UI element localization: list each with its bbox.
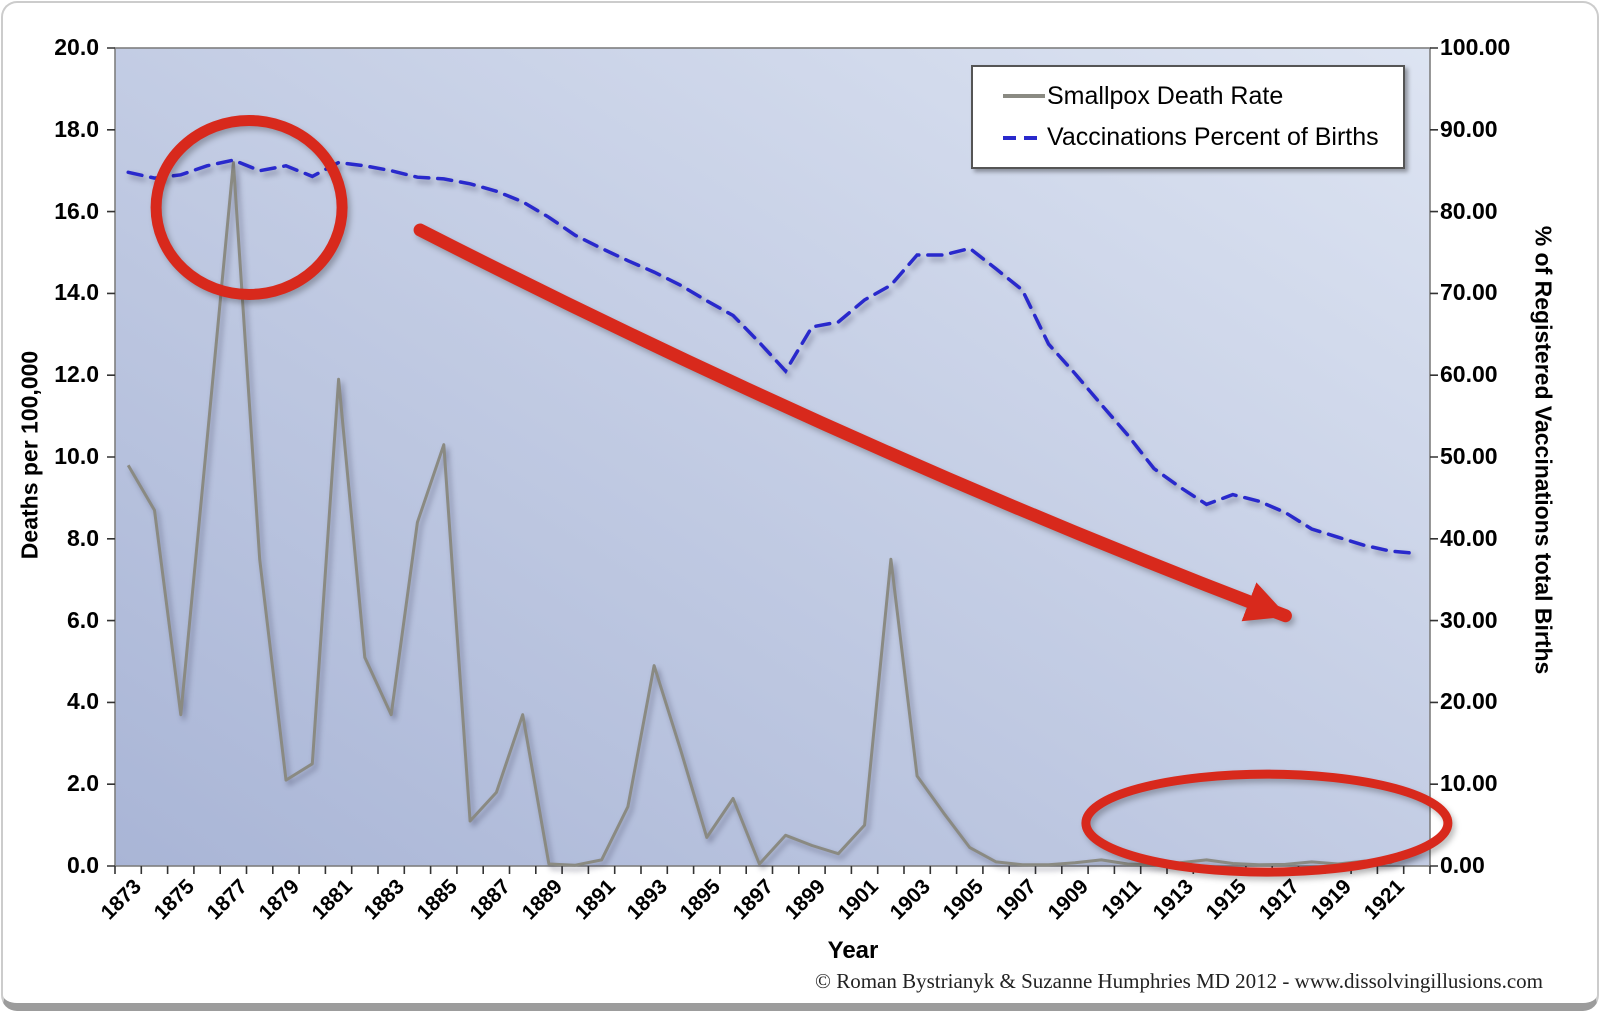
x-axis-tick-label: 1899 <box>780 875 831 925</box>
left-axis-tick-label: 4.0 <box>67 688 99 715</box>
x-axis-tick-label: 1893 <box>623 875 673 925</box>
x-axis-tick-label: 1873 <box>97 875 147 925</box>
right-axis-tick-label: 50.00 <box>1440 443 1498 469</box>
x-axis-tick-label: 1895 <box>675 875 726 925</box>
right-axis-tick-label: 20.00 <box>1440 688 1498 715</box>
x-axis-tick-label: 1913 <box>1149 875 1199 925</box>
left-axis-tick-label: 16.0 <box>54 197 99 224</box>
right-axis-tick-label: 10.00 <box>1440 770 1498 797</box>
x-axis-tick-label: 1883 <box>360 875 410 925</box>
red-circle-annotation-1877-peak <box>150 115 348 300</box>
chart-plot-area <box>107 47 1453 877</box>
x-axis-tick-label: 1905 <box>938 875 989 925</box>
left-axis-tick-label: 8.0 <box>67 524 99 551</box>
legend-item-smallpox: Smallpox Death Rate <box>973 82 1403 111</box>
left-axis-tick-label: 10.0 <box>54 443 99 469</box>
smallpox-line-sample-icon <box>1003 94 1045 99</box>
right-axis-tick-label: 0.00 <box>1440 852 1485 878</box>
legend-label-smallpox: Smallpox Death Rate <box>1047 81 1284 110</box>
right-axis-tick-label: 30.00 <box>1440 606 1498 633</box>
smallpox-death-rate-line <box>126 161 1418 867</box>
x-axis-tick-label: 1875 <box>149 875 200 925</box>
x-axis-tick-label: 1909 <box>1043 875 1094 925</box>
copyright-text: © Roman Bystrianyk & Suzanne Humphries M… <box>815 969 1543 993</box>
x-axis-tick-label: 1877 <box>202 875 252 925</box>
x-axis-tick-label: 1917 <box>1254 875 1304 925</box>
left-axis-tick-label: 0.0 <box>67 852 99 878</box>
left-axis-tick-label: 18.0 <box>54 115 99 142</box>
left-axis-tick-label: 2.0 <box>67 770 99 797</box>
right-axis-tick-label: 90.00 <box>1440 115 1498 142</box>
left-axis-tick-label: 20.0 <box>54 34 99 60</box>
x-axis-tick-label: 1915 <box>1201 875 1252 925</box>
x-axis-tick-label: 1919 <box>1306 875 1357 925</box>
x-axis-tick-label: 1903 <box>886 875 936 925</box>
right-axis-tick-label: 100.00 <box>1440 34 1511 60</box>
left-axis-tick-label: 14.0 <box>54 279 99 306</box>
chart-legend: Smallpox Death Rate Vaccinations Percent… <box>971 65 1405 169</box>
x-axis-title: Year <box>827 937 879 964</box>
right-axis-tick-label: 60.00 <box>1440 361 1498 388</box>
x-axis-tick-label: 1921 <box>1359 875 1409 925</box>
vaccinations-percent-line <box>126 158 1419 556</box>
right-axis-tick-label: 70.00 <box>1440 279 1498 306</box>
left-axis-tick-label: 6.0 <box>67 606 99 633</box>
red-ellipse-annotation-low-years <box>1081 769 1453 877</box>
legend-label-vaccinations: Vaccinations Percent of Births <box>1047 123 1379 152</box>
left-axis-tick-label: 12.0 <box>54 361 99 388</box>
x-axis-tick-label: 1907 <box>991 875 1041 925</box>
chart-svg <box>107 47 1453 877</box>
x-axis-tick-label: 1887 <box>465 875 515 925</box>
red-decline-arrow-annotation <box>413 223 1292 623</box>
x-axis-tick-label: 1891 <box>570 875 620 925</box>
x-axis-tick-label: 1879 <box>254 875 305 925</box>
vaccinations-line-sample-icon <box>1003 135 1045 140</box>
x-axis-tick-label: 1897 <box>728 875 778 925</box>
right-axis-tick-label: 40.00 <box>1440 524 1498 551</box>
x-axis-tick-label: 1885 <box>412 875 463 925</box>
right-axis-tick-label: 80.00 <box>1440 197 1498 224</box>
x-axis-tick-label: 1901 <box>833 875 883 925</box>
x-axis-tick-label: 1911 <box>1097 875 1146 924</box>
x-axis-tick-label: 1889 <box>517 875 568 925</box>
legend-item-vaccinations: Vaccinations Percent of Births <box>973 123 1403 152</box>
x-axis-tick-label: 1881 <box>307 875 357 925</box>
